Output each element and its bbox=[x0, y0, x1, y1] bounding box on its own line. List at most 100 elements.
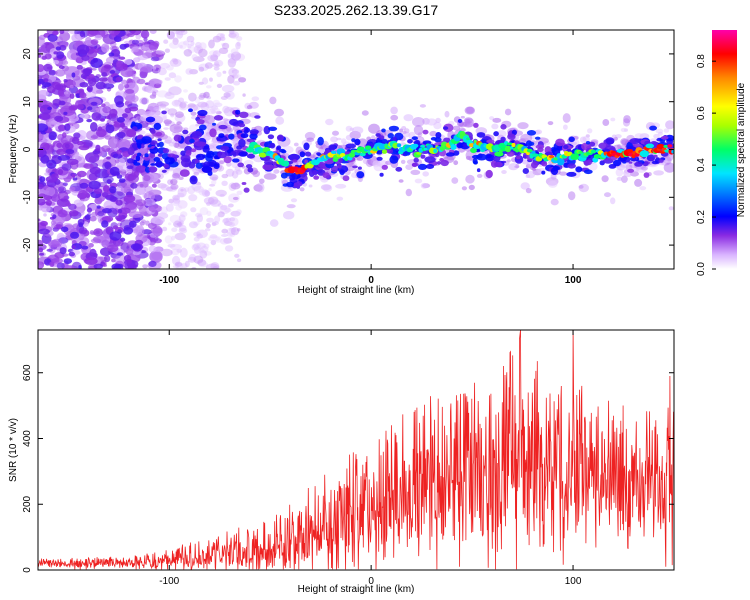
band-blob bbox=[201, 165, 212, 173]
snr-panel: -100 0 100 0 200 400 600 Height of straight l… bbox=[8, 329, 675, 595]
noise-blob bbox=[183, 49, 192, 57]
noise-blob bbox=[94, 34, 103, 41]
noise-blob bbox=[177, 200, 188, 209]
band-blob bbox=[392, 136, 397, 141]
track-blob bbox=[283, 160, 290, 167]
noise-blob bbox=[120, 237, 126, 242]
track-blob bbox=[590, 149, 597, 154]
band-blob bbox=[202, 145, 210, 153]
halo-blob bbox=[322, 184, 333, 192]
noise-blob bbox=[98, 77, 108, 82]
track-blob bbox=[556, 158, 565, 166]
noise-blob bbox=[204, 190, 211, 197]
halo-blob bbox=[361, 110, 369, 116]
noise-blob bbox=[209, 234, 218, 239]
band-blob bbox=[473, 122, 479, 128]
noise-blob bbox=[212, 63, 220, 68]
noise-blob bbox=[115, 199, 123, 206]
halo-blob bbox=[403, 114, 414, 122]
noise-blob bbox=[103, 185, 110, 193]
band-blob bbox=[133, 162, 141, 166]
halo-blob bbox=[169, 123, 183, 134]
band-blob bbox=[550, 167, 559, 175]
band-blob bbox=[628, 161, 633, 164]
noise-blob bbox=[196, 233, 203, 239]
halo-blob bbox=[191, 115, 197, 120]
halo-blob bbox=[153, 106, 162, 112]
band-blob bbox=[434, 152, 440, 158]
halo-blob bbox=[238, 77, 247, 83]
noise-blob bbox=[45, 199, 52, 206]
noise-blob bbox=[215, 236, 222, 243]
noise-blob bbox=[200, 245, 209, 253]
noise-blob bbox=[205, 100, 215, 109]
halo-blob bbox=[422, 171, 430, 177]
band-blob bbox=[613, 159, 622, 167]
halo-blob bbox=[183, 127, 189, 131]
halo-blob bbox=[535, 129, 543, 135]
noise-blob bbox=[197, 259, 207, 266]
noise-blob bbox=[204, 62, 213, 69]
noise-blob bbox=[227, 58, 237, 68]
noise-blob bbox=[167, 108, 178, 116]
noise-blob bbox=[101, 72, 108, 77]
noise-blob bbox=[143, 37, 148, 42]
noise-blob bbox=[49, 261, 55, 267]
noise-blob bbox=[175, 30, 188, 36]
noise-blob bbox=[123, 40, 130, 45]
noise-blob bbox=[141, 85, 152, 92]
noise-blob bbox=[68, 105, 78, 111]
halo-blob bbox=[601, 175, 609, 183]
noise-blob bbox=[47, 86, 56, 94]
noise-blob bbox=[80, 73, 87, 79]
band-blob bbox=[162, 148, 169, 154]
snr-x-ticks: -100 0 100 bbox=[159, 330, 582, 587]
band-blob bbox=[634, 161, 643, 167]
noise-blob bbox=[39, 99, 48, 105]
noise-blob bbox=[171, 99, 182, 107]
halo-blob bbox=[219, 160, 225, 165]
noise-blob bbox=[52, 30, 59, 36]
halo-blob bbox=[162, 115, 168, 121]
noise-blob bbox=[114, 159, 120, 164]
noise-blob bbox=[91, 68, 97, 71]
halo-blob bbox=[341, 138, 347, 145]
noise-blob bbox=[205, 108, 216, 115]
halo-blob bbox=[621, 175, 628, 183]
band-blob bbox=[276, 134, 284, 142]
noise-blob bbox=[203, 243, 210, 249]
halo-blob bbox=[641, 166, 648, 171]
noise-blob bbox=[152, 225, 163, 237]
noise-blob bbox=[88, 180, 101, 190]
halo-blob bbox=[414, 178, 423, 184]
noise-blob bbox=[236, 190, 243, 195]
noise-blob bbox=[43, 213, 47, 217]
snr-x-tick-label: 100 bbox=[565, 576, 582, 587]
halo-blob bbox=[623, 115, 631, 124]
noise-blob bbox=[101, 103, 106, 107]
noise-blob bbox=[172, 59, 179, 65]
noise-blob bbox=[54, 115, 64, 122]
noise-blob bbox=[109, 70, 116, 74]
noise-blob bbox=[118, 83, 124, 91]
halo-blob bbox=[306, 137, 315, 142]
noise-blob bbox=[45, 186, 56, 197]
noise-blob bbox=[172, 255, 181, 266]
band-blob bbox=[235, 109, 241, 115]
noise-blob bbox=[55, 46, 61, 51]
band-blob bbox=[220, 145, 229, 151]
noise-blob bbox=[61, 85, 68, 88]
band-blob bbox=[213, 115, 224, 121]
noise-blob bbox=[45, 175, 58, 183]
halo-blob bbox=[304, 131, 316, 140]
spectrogram-x-tick-label: 0 bbox=[368, 275, 374, 286]
noise-blob bbox=[41, 82, 52, 88]
band-blob bbox=[262, 163, 275, 171]
noise-blob bbox=[125, 95, 136, 102]
noise-blob bbox=[97, 210, 105, 217]
noise-blob bbox=[95, 144, 101, 152]
noise-blob bbox=[220, 205, 228, 211]
halo-blob bbox=[517, 122, 529, 130]
band-blob bbox=[179, 169, 190, 177]
noise-blob bbox=[213, 102, 223, 108]
